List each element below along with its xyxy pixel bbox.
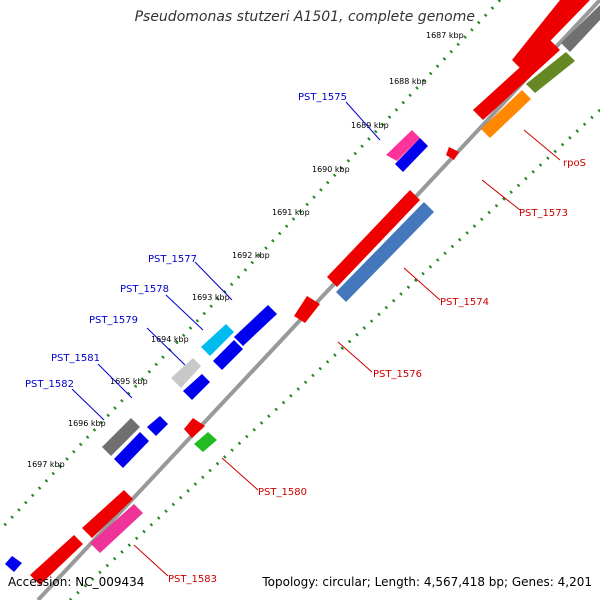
gene-arrow[interactable] <box>336 202 434 302</box>
gene-label-pst-1581[interactable]: PST_1581 <box>51 353 100 364</box>
callout-lines <box>71 101 561 577</box>
gene-label-pst-1575[interactable]: PST_1575 <box>298 92 347 103</box>
tick-label: 1693 kbp <box>192 293 230 302</box>
gene-label-pst-1578[interactable]: PST_1578 <box>120 284 169 295</box>
gene-arrow[interactable] <box>184 418 205 438</box>
gene-arrow[interactable] <box>82 490 133 538</box>
gene-arrow[interactable] <box>561 5 600 52</box>
gene-label-pst-1576[interactable]: PST_1576 <box>373 369 422 380</box>
gene-label-rpos[interactable]: rpoS <box>563 158 586 169</box>
reverse-strand-genes <box>5 130 428 572</box>
gene-arrow[interactable] <box>294 296 320 323</box>
gene-arrow[interactable] <box>171 358 201 388</box>
gene-label-pst-1579[interactable]: PST_1579 <box>89 315 138 326</box>
gene-label-pst-1573[interactable]: PST_1573 <box>519 208 568 219</box>
gene-arrow[interactable] <box>213 340 243 370</box>
gene-arrow[interactable] <box>183 374 210 400</box>
tick-label: 1690 kbp <box>312 165 350 174</box>
gene-label-pst-1583[interactable]: PST_1583 <box>168 574 217 585</box>
forward-strand-genes <box>30 0 600 585</box>
genome-title: Pseudomonas stutzeri A1501, complete gen… <box>134 9 475 25</box>
tick-label: 1696 kbp <box>68 419 106 428</box>
reverse-gene-labels: PST_1575 PST_1577 PST_1578 PST_1579 PST_… <box>25 92 347 390</box>
gene-arrow[interactable] <box>327 190 420 287</box>
accession-text: Accession: NC_009434 <box>8 575 145 589</box>
gene-arrow[interactable] <box>5 556 22 572</box>
tick-label: 1691 kbp <box>272 208 310 217</box>
tick-label: 1692 kbp <box>232 251 270 260</box>
tick-label: 1688 kbp <box>389 77 427 86</box>
ruler-outer-dotted-line <box>0 0 502 532</box>
gene-label-pst-1574[interactable]: PST_1574 <box>440 297 489 308</box>
tick-label: 1694 kbp <box>151 335 189 344</box>
gene-label-pst-1582[interactable]: PST_1582 <box>25 379 74 390</box>
genome-summary-text: Topology: circular; Length: 4,567,418 bp… <box>262 575 592 589</box>
gene-arrow[interactable] <box>90 504 143 553</box>
forward-gene-labels: rpoS PST_1573 PST_1574 PST_1576 PST_1580… <box>168 158 586 585</box>
tick-label: 1697 kbp <box>27 460 65 469</box>
gene-arrow[interactable] <box>194 432 217 452</box>
tick-label: 1695 kbp <box>110 377 148 386</box>
gene-arrow[interactable] <box>446 147 459 160</box>
gene-arrow[interactable] <box>30 535 83 585</box>
tick-label: 1687 kbp <box>426 31 464 40</box>
gene-arrow[interactable] <box>147 416 168 436</box>
gene-arrow[interactable] <box>526 52 575 93</box>
gene-arrow[interactable] <box>386 130 420 161</box>
tick-labels: 1687 kbp 1688 kbp 1689 kbp 1690 kbp 1691… <box>27 31 464 469</box>
gene-arrow[interactable] <box>473 40 560 120</box>
tick-label: 1689 kbp <box>351 121 389 130</box>
gene-arrow[interactable] <box>395 138 428 172</box>
gene-arrow[interactable] <box>481 90 531 138</box>
gene-arrow[interactable] <box>234 305 277 346</box>
gene-arrow[interactable] <box>512 0 590 70</box>
gene-arrow[interactable] <box>102 418 140 456</box>
gene-arrow[interactable] <box>201 324 234 356</box>
gene-arrow[interactable] <box>114 432 149 468</box>
gene-label-pst-1580[interactable]: PST_1580 <box>258 487 307 498</box>
ruler-inner-dotted-line <box>68 108 600 600</box>
gene-label-pst-1577[interactable]: PST_1577 <box>148 254 197 265</box>
